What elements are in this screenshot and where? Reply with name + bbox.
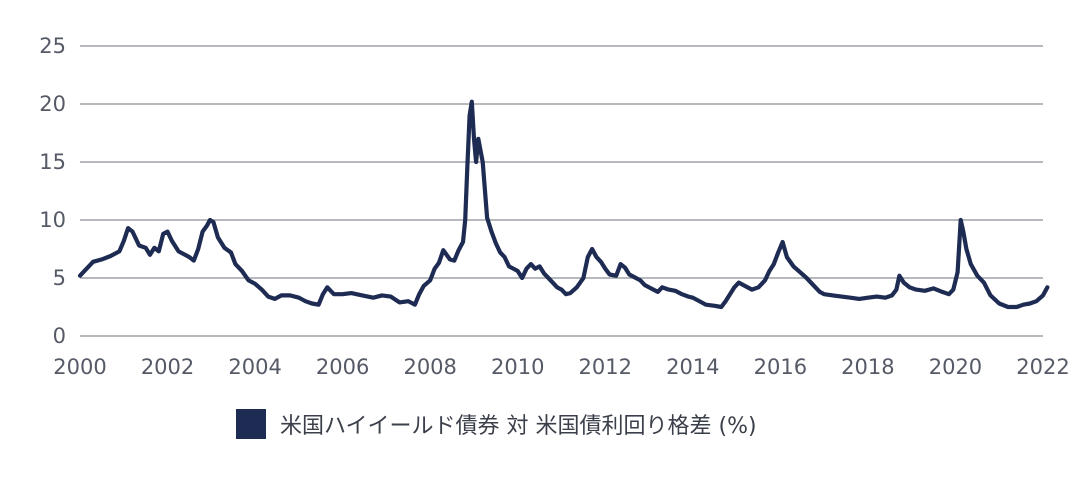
x-tick-label: 2022 — [1016, 355, 1069, 379]
y-tick-label: 0 — [53, 324, 66, 348]
legend-swatch — [236, 409, 266, 439]
series-line-0 — [77, 99, 1050, 310]
y-tick-label: 10 — [39, 208, 66, 232]
x-tick-label: 2010 — [491, 355, 544, 379]
y-tick-label: 5 — [53, 266, 66, 290]
x-tick-label: 2020 — [929, 355, 982, 379]
x-axis-ticks: 2000 2002 2004 2006 2008 2010 2012 2014 2016 2018… — [53, 355, 1069, 379]
legend: 米国ハイイールド債券 対 米国債利回り格差 (%) — [236, 408, 757, 440]
x-tick-label: 2016 — [754, 355, 807, 379]
series-group — [77, 99, 1050, 310]
x-tick-label: 2006 — [316, 355, 369, 379]
x-tick-label: 2018 — [841, 355, 894, 379]
legend-label: 米国ハイイールド債券 対 米国債利回り格差 (%) — [280, 414, 757, 439]
y-tick-label: 20 — [39, 92, 66, 116]
x-tick-label: 2014 — [666, 355, 719, 379]
y-axis-ticks: 0 5 10 15 20 25 — [39, 34, 66, 348]
gridlines — [80, 45, 1043, 337]
y-tick-label: 15 — [39, 150, 66, 174]
x-tick-label: 2008 — [403, 355, 456, 379]
x-tick-label: 2004 — [228, 355, 281, 379]
x-tick-label: 2012 — [579, 355, 632, 379]
x-tick-label: 2000 — [53, 355, 106, 379]
x-tick-label: 2002 — [141, 355, 194, 379]
y-tick-label: 25 — [39, 34, 66, 58]
